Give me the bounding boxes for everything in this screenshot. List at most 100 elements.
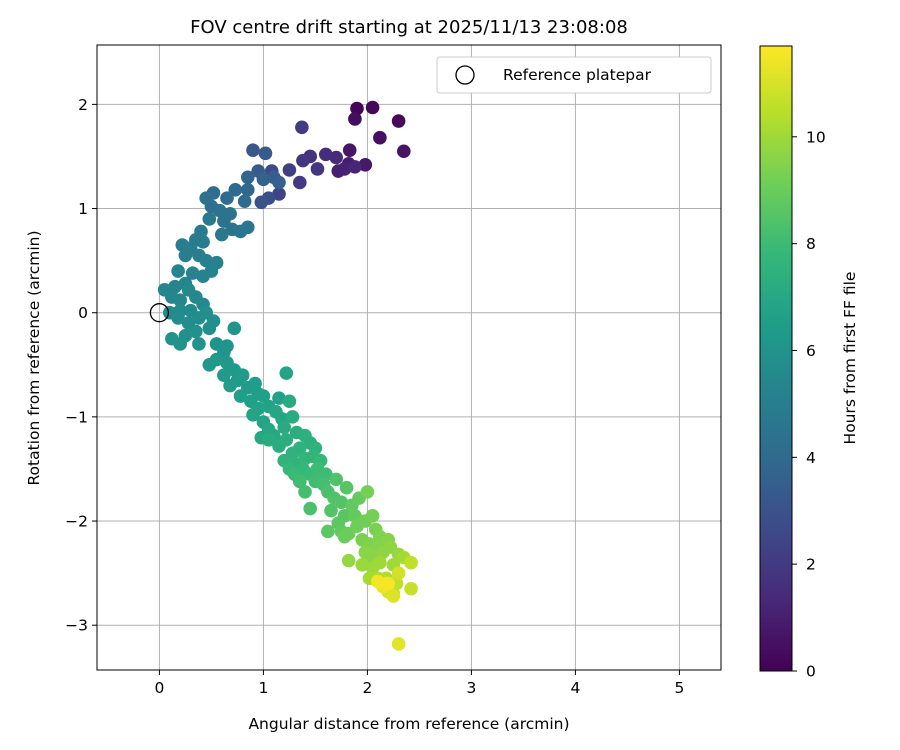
- data-point: [298, 485, 312, 499]
- y-tick-label: −3: [65, 617, 88, 635]
- colorbar: 0 2 4 6 8 10 Hours from first FF file: [759, 45, 859, 681]
- data-point: [228, 182, 243, 197]
- data-point: [391, 114, 406, 128]
- plot-frame: [96, 44, 722, 671]
- data-point: [373, 130, 387, 145]
- x-axis-ticks: 0 1 2 3 4 5: [154, 670, 684, 697]
- x-tick-label: 5: [674, 679, 684, 697]
- data-point: [168, 279, 182, 294]
- data-point: [237, 194, 252, 209]
- x-tick-label: 0: [154, 679, 164, 697]
- y-tick-label: 1: [78, 200, 88, 218]
- data-point: [371, 574, 385, 589]
- colorbar-tick-label: 6: [806, 342, 816, 360]
- data-point: [279, 432, 294, 447]
- data-point: [350, 101, 364, 116]
- data-point: [185, 266, 200, 280]
- data-point: [324, 503, 338, 518]
- data-point: [337, 529, 352, 544]
- gridlines: [97, 45, 721, 670]
- data-point: [246, 143, 260, 158]
- colorbar-tick-label: 4: [806, 449, 816, 467]
- data-point: [282, 163, 297, 177]
- data-point: [189, 324, 203, 339]
- data-point: [235, 368, 250, 383]
- data-point: [319, 467, 333, 481]
- data-point: [171, 264, 185, 278]
- data-point: [277, 420, 292, 435]
- x-axis-label: Angular distance from reference (arcmin): [248, 715, 569, 733]
- data-point: [248, 376, 262, 391]
- data-point: [272, 391, 286, 405]
- y-axis-label: Rotation from reference (arcmin): [25, 230, 43, 485]
- data-point: [217, 368, 231, 383]
- y-axis-ticks: −3 −2 −1 0 1 2: [65, 96, 97, 635]
- data-point: [373, 555, 387, 570]
- y-tick-label: 2: [78, 96, 88, 114]
- data-point: [285, 410, 300, 424]
- data-point: [397, 144, 411, 159]
- data-point: [258, 146, 273, 161]
- data-point: [391, 566, 406, 580]
- data-point: [334, 495, 349, 510]
- data-point: [256, 389, 271, 403]
- legend-reference-marker: [455, 65, 475, 85]
- data-point: [355, 557, 370, 572]
- data-point: [192, 337, 206, 351]
- data-point: [404, 581, 418, 596]
- y-tick-label: −2: [65, 513, 88, 531]
- data-point: [246, 407, 260, 422]
- data-point: [310, 162, 325, 176]
- data-point: [404, 555, 418, 570]
- reference-marker-group: [149, 303, 170, 323]
- colorbar-tick-label: 0: [806, 663, 816, 681]
- data-point: [241, 170, 255, 185]
- data-points: [157, 100, 418, 651]
- data-point: [261, 432, 276, 447]
- colorbar-ticks: 0 2 4 6 8 10: [792, 128, 826, 681]
- data-point: [223, 378, 237, 393]
- data-point: [360, 485, 375, 499]
- x-tick-label: 2: [362, 679, 372, 697]
- data-point: [341, 553, 356, 568]
- legend: Reference platepar: [436, 56, 712, 94]
- data-point: [348, 112, 362, 126]
- colorbar-label: Hours from first FF file: [841, 272, 859, 445]
- data-point: [293, 474, 307, 489]
- data-point: [173, 337, 187, 351]
- data-point: [227, 321, 242, 336]
- x-tick-label: 4: [570, 679, 580, 697]
- data-point: [337, 162, 352, 176]
- data-point: [241, 182, 255, 197]
- data-point: [296, 153, 310, 168]
- colorbar-gradient: [759, 45, 793, 672]
- data-point: [293, 175, 307, 190]
- data-point: [339, 480, 354, 495]
- data-point: [386, 589, 401, 603]
- data-point: [329, 150, 344, 165]
- data-point: [212, 203, 227, 218]
- data-point: [272, 175, 286, 190]
- data-point: [196, 269, 210, 284]
- colorbar-tick-label: 10: [806, 128, 826, 146]
- data-point: [173, 293, 187, 308]
- data-point: [254, 195, 269, 210]
- data-point: [171, 311, 185, 325]
- y-tick-label: −1: [65, 408, 88, 426]
- data-point: [342, 143, 357, 158]
- x-tick-label: 3: [466, 679, 476, 697]
- data-point: [348, 509, 362, 523]
- data-point: [175, 238, 190, 252]
- data-point: [391, 637, 406, 651]
- legend-entry-reference: Reference platepar: [503, 66, 652, 84]
- data-point: [321, 524, 335, 539]
- data-point: [215, 227, 229, 242]
- data-point: [220, 191, 234, 205]
- data-point: [381, 576, 396, 591]
- data-point: [348, 160, 362, 174]
- chart-title: FOV centre drift starting at 2025/11/13 …: [190, 17, 628, 38]
- colorbar-tick-label: 2: [806, 556, 816, 574]
- x-tick-label: 1: [258, 679, 268, 697]
- reference-platepar-marker: [149, 303, 170, 323]
